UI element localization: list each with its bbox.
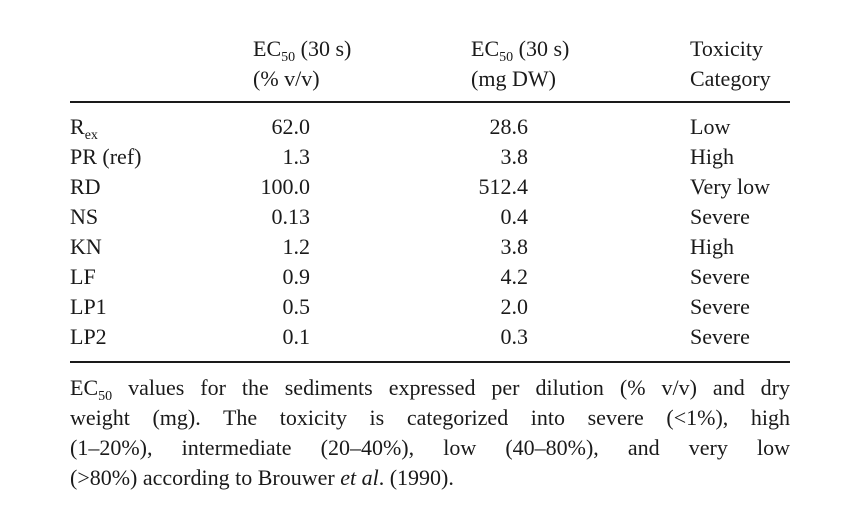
- row-value-mg: 4.2: [500, 264, 529, 289]
- row-label: KN: [70, 234, 102, 259]
- header-col1-line2: (% v/v): [253, 66, 320, 91]
- row-value-mg: 512.4: [478, 174, 529, 199]
- row-category: Severe: [690, 264, 750, 289]
- row-category: High: [690, 234, 734, 259]
- header-col2-line1: EC50 (30 s): [471, 36, 570, 65]
- row-value-mg: 28.6: [489, 114, 529, 139]
- row-value-pct: 1.2: [282, 234, 311, 259]
- footnote-line-2: weight (mg). The toxicity is categorized…: [70, 405, 790, 430]
- header-col3-line1: Toxicity: [690, 36, 764, 61]
- header-rule: [70, 101, 790, 103]
- row-value-pct: 1.3: [282, 144, 311, 169]
- footnote-line-3: (1–20%), intermediate (20–40%), low (40–…: [70, 435, 790, 460]
- row-category: High: [690, 144, 734, 169]
- row-label: NS: [70, 204, 99, 229]
- row-value-mg: 3.8: [500, 144, 529, 169]
- row-value-mg: 0.4: [500, 204, 529, 229]
- row-label: LP2: [70, 324, 107, 349]
- row-value-pct: 0.9: [282, 264, 311, 289]
- row-label: LF: [70, 264, 96, 289]
- row-category: Severe: [690, 294, 750, 319]
- header-col1-line1: EC50 (30 s): [253, 36, 352, 65]
- row-value-mg: 2.0: [500, 294, 529, 319]
- row-category: Severe: [690, 324, 750, 349]
- row-label: Rex: [70, 114, 98, 143]
- header-col2-line2: (mg DW): [471, 66, 556, 91]
- row-value-mg: 3.8: [500, 234, 529, 259]
- row-label: LP1: [70, 294, 107, 319]
- row-value-pct: 100.0: [260, 174, 311, 199]
- row-label: PR (ref): [70, 144, 142, 169]
- row-value-pct: 62.0: [271, 114, 311, 139]
- bottom-rule: [70, 361, 790, 363]
- row-category: Very low: [690, 174, 771, 199]
- row-label: RD: [70, 174, 101, 199]
- row-value-pct: 0.5: [282, 294, 311, 319]
- row-category: Severe: [690, 204, 750, 229]
- row-value-mg: 0.3: [500, 324, 529, 349]
- table-footnote: EC50 values for the sediments expressed …: [70, 373, 790, 493]
- footnote-line-4: (>80%) according to Brouwer et al. (1990…: [70, 465, 454, 490]
- row-value-pct: 0.13: [271, 204, 311, 229]
- row-category: Low: [690, 114, 731, 139]
- header-col3-line2: Category: [690, 66, 771, 91]
- footnote-line-1: EC50 values for the sediments expressed …: [70, 375, 790, 404]
- row-value-pct: 0.1: [282, 324, 311, 349]
